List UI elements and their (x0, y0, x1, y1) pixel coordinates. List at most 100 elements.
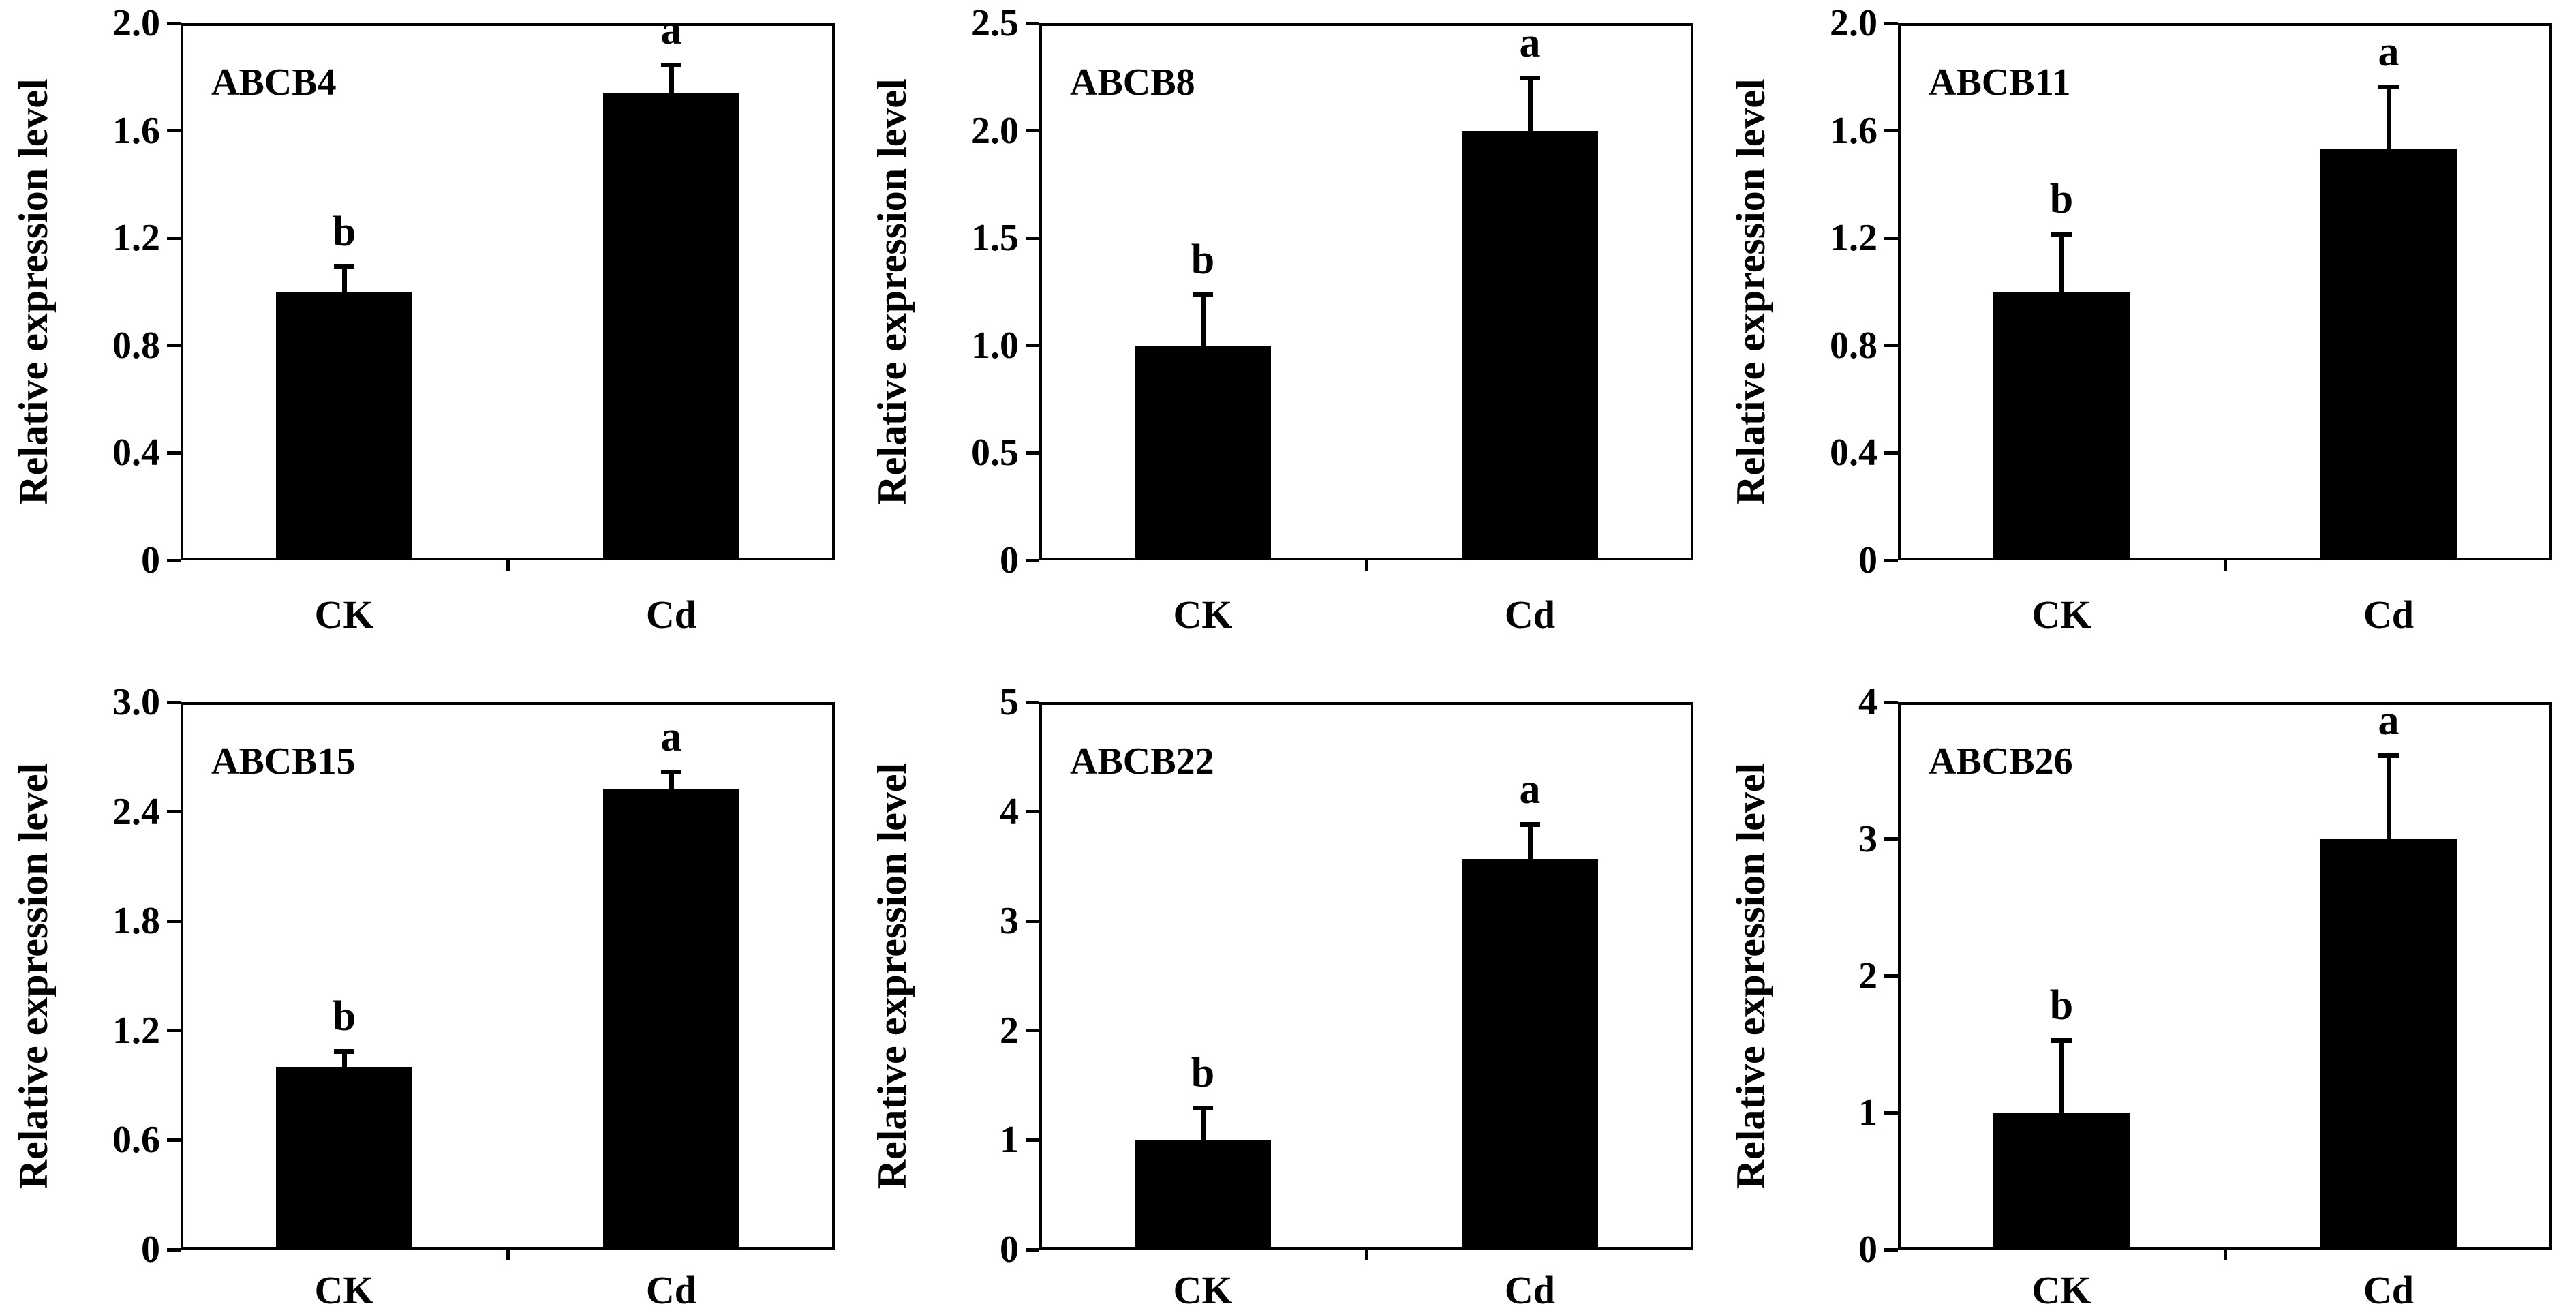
y-axis-tick (1884, 451, 1898, 455)
chart-abcb11: Relative expression level 0 0.4 0.8 1.2 1.6 2.… (1717, 0, 2576, 658)
x-axis-label-cd: Cd (1504, 1268, 1556, 1312)
error-bar-cap (2051, 1038, 2072, 1043)
bar-cd (603, 789, 739, 1248)
significance-letter: b (1191, 237, 1215, 284)
y-axis-tick-label: 2.4 (112, 790, 160, 833)
y-axis-tick (167, 344, 181, 348)
x-axis-label-ck: CK (1173, 592, 1233, 637)
y-axis-title: Relative expression level (870, 78, 915, 505)
x-axis-tick (1365, 1250, 1368, 1260)
bar-ck (1135, 1140, 1271, 1248)
y-axis-tick-label: 3.0 (112, 681, 160, 723)
y-axis-tick (1026, 558, 1039, 562)
x-axis-label-cd: Cd (1504, 592, 1556, 637)
y-axis-title: Relative expression level (870, 762, 915, 1190)
y-axis-tick (167, 21, 181, 25)
error-bar-stem (1527, 826, 1533, 868)
y-axis-tick-label: 2.0 (971, 109, 1019, 152)
x-axis-label-ck: CK (2031, 592, 2091, 637)
gene-name-label: ABCB8 (1070, 61, 1195, 104)
y-axis-tick-label: 4 (1000, 790, 1019, 833)
y-axis-tick-label: 3 (1858, 817, 1877, 860)
significance-letter: a (660, 714, 682, 761)
significance-letter: a (2378, 697, 2399, 744)
error-bar-stem (341, 1052, 347, 1077)
y-axis-title: Relative expression level (1728, 78, 1773, 505)
y-axis-tick (1026, 344, 1039, 348)
error-bar-stem (669, 773, 674, 800)
y-axis-tick (1026, 236, 1039, 240)
y-axis-tick (1026, 810, 1039, 814)
y-axis-tick-label: 1 (1000, 1119, 1019, 1162)
error-bar-cap (2378, 84, 2399, 89)
bar-ck (1993, 292, 2130, 559)
y-axis-tick (1026, 1138, 1039, 1142)
bar-cd (1462, 130, 1598, 559)
error-bar-cap (1520, 75, 1540, 80)
x-axis-tick (506, 1250, 510, 1260)
y-axis-tick-label: 1.6 (112, 109, 160, 152)
y-axis-tick-label: 2 (1858, 954, 1877, 997)
error-bar-stem (2386, 757, 2391, 849)
x-axis-label-cd: Cd (2363, 592, 2414, 637)
gene-name-label: ABCB11 (1929, 61, 2071, 104)
y-axis-tick (1026, 1248, 1039, 1252)
significance-letter: b (2049, 176, 2074, 223)
x-axis-label-cd: Cd (645, 592, 697, 637)
significance-letter: a (2378, 28, 2399, 75)
y-axis-tick (1026, 129, 1039, 133)
y-axis-tick (1884, 837, 1898, 841)
y-axis-tick (1884, 558, 1898, 562)
y-axis-tick-label: 1.2 (112, 217, 160, 260)
x-axis-label-cd: Cd (645, 1268, 697, 1312)
y-axis-tick (1026, 451, 1039, 455)
y-axis-tick (167, 810, 181, 814)
bar-cd (1462, 858, 1598, 1248)
y-axis-tick (1884, 129, 1898, 133)
y-axis-tick (167, 558, 181, 562)
y-axis-tick-label: 1.2 (1830, 217, 1877, 260)
y-axis-tick-label: 0.4 (1830, 432, 1877, 474)
y-axis-tick-label: 0 (141, 1228, 160, 1271)
y-axis-tick-label: 1.6 (1830, 109, 1877, 152)
error-bar-stem (341, 267, 347, 301)
y-axis-tick (1884, 344, 1898, 348)
chart-abcb8: Relative expression level 0 0.5 1.0 1.5 2.0 2.… (859, 0, 1717, 658)
error-bar-cap (1520, 822, 1540, 828)
x-axis-label-ck: CK (1173, 1268, 1233, 1312)
error-bar-cap (1193, 292, 1213, 298)
x-axis-tick (506, 560, 510, 571)
plot-area (181, 23, 835, 560)
error-bar-stem (2059, 1041, 2064, 1123)
bar-cd (2320, 149, 2457, 559)
error-bar-cap (334, 1048, 354, 1054)
error-bar-stem (1200, 1109, 1206, 1150)
y-axis-tick-label: 0.8 (1830, 324, 1877, 367)
gene-name-label: ABCB15 (211, 740, 356, 783)
significance-letter: b (332, 208, 356, 255)
y-axis-tick (167, 236, 181, 240)
y-axis-tick-label: 0.5 (971, 432, 1019, 474)
y-axis-tick-label: 5 (1000, 681, 1019, 723)
plot-area (1898, 702, 2552, 1250)
y-axis-tick-label: 1 (1858, 1091, 1877, 1134)
error-bar-cap (2051, 232, 2072, 237)
y-axis-tick-label: 0 (1858, 1228, 1877, 1271)
y-axis-tick (167, 919, 181, 923)
x-axis-label-ck: CK (314, 1268, 374, 1312)
error-bar-cap (2378, 753, 2399, 759)
y-axis-tick-label: 0.4 (112, 432, 160, 474)
y-axis-tick (167, 1029, 181, 1033)
significance-letter: a (660, 7, 682, 54)
significance-letter: b (2049, 982, 2074, 1029)
y-axis-title: Relative expression level (11, 762, 56, 1190)
chart-abcb15: Relative expression level 0 0.6 1.2 1.8 2.4 3.… (0, 658, 859, 1315)
gene-name-label: ABCB4 (211, 61, 337, 104)
y-axis-tick (167, 1138, 181, 1142)
y-axis-tick (167, 700, 181, 704)
y-axis-tick-label: 2 (1000, 1009, 1019, 1052)
y-axis-tick-label: 0.6 (112, 1119, 160, 1162)
x-axis-tick (2224, 1250, 2227, 1260)
plot-area (1898, 23, 2552, 560)
